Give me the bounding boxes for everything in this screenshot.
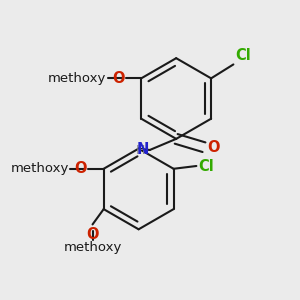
Text: O: O bbox=[207, 140, 220, 155]
Text: Cl: Cl bbox=[235, 48, 250, 63]
Text: N: N bbox=[137, 142, 149, 158]
Text: H: H bbox=[135, 143, 145, 157]
Text: O: O bbox=[112, 71, 124, 86]
Text: methoxy: methoxy bbox=[63, 241, 122, 254]
Text: Cl: Cl bbox=[198, 158, 214, 173]
Text: methoxy: methoxy bbox=[48, 72, 106, 85]
Text: methoxy: methoxy bbox=[11, 162, 69, 175]
Text: O: O bbox=[86, 227, 99, 242]
Text: O: O bbox=[74, 161, 87, 176]
